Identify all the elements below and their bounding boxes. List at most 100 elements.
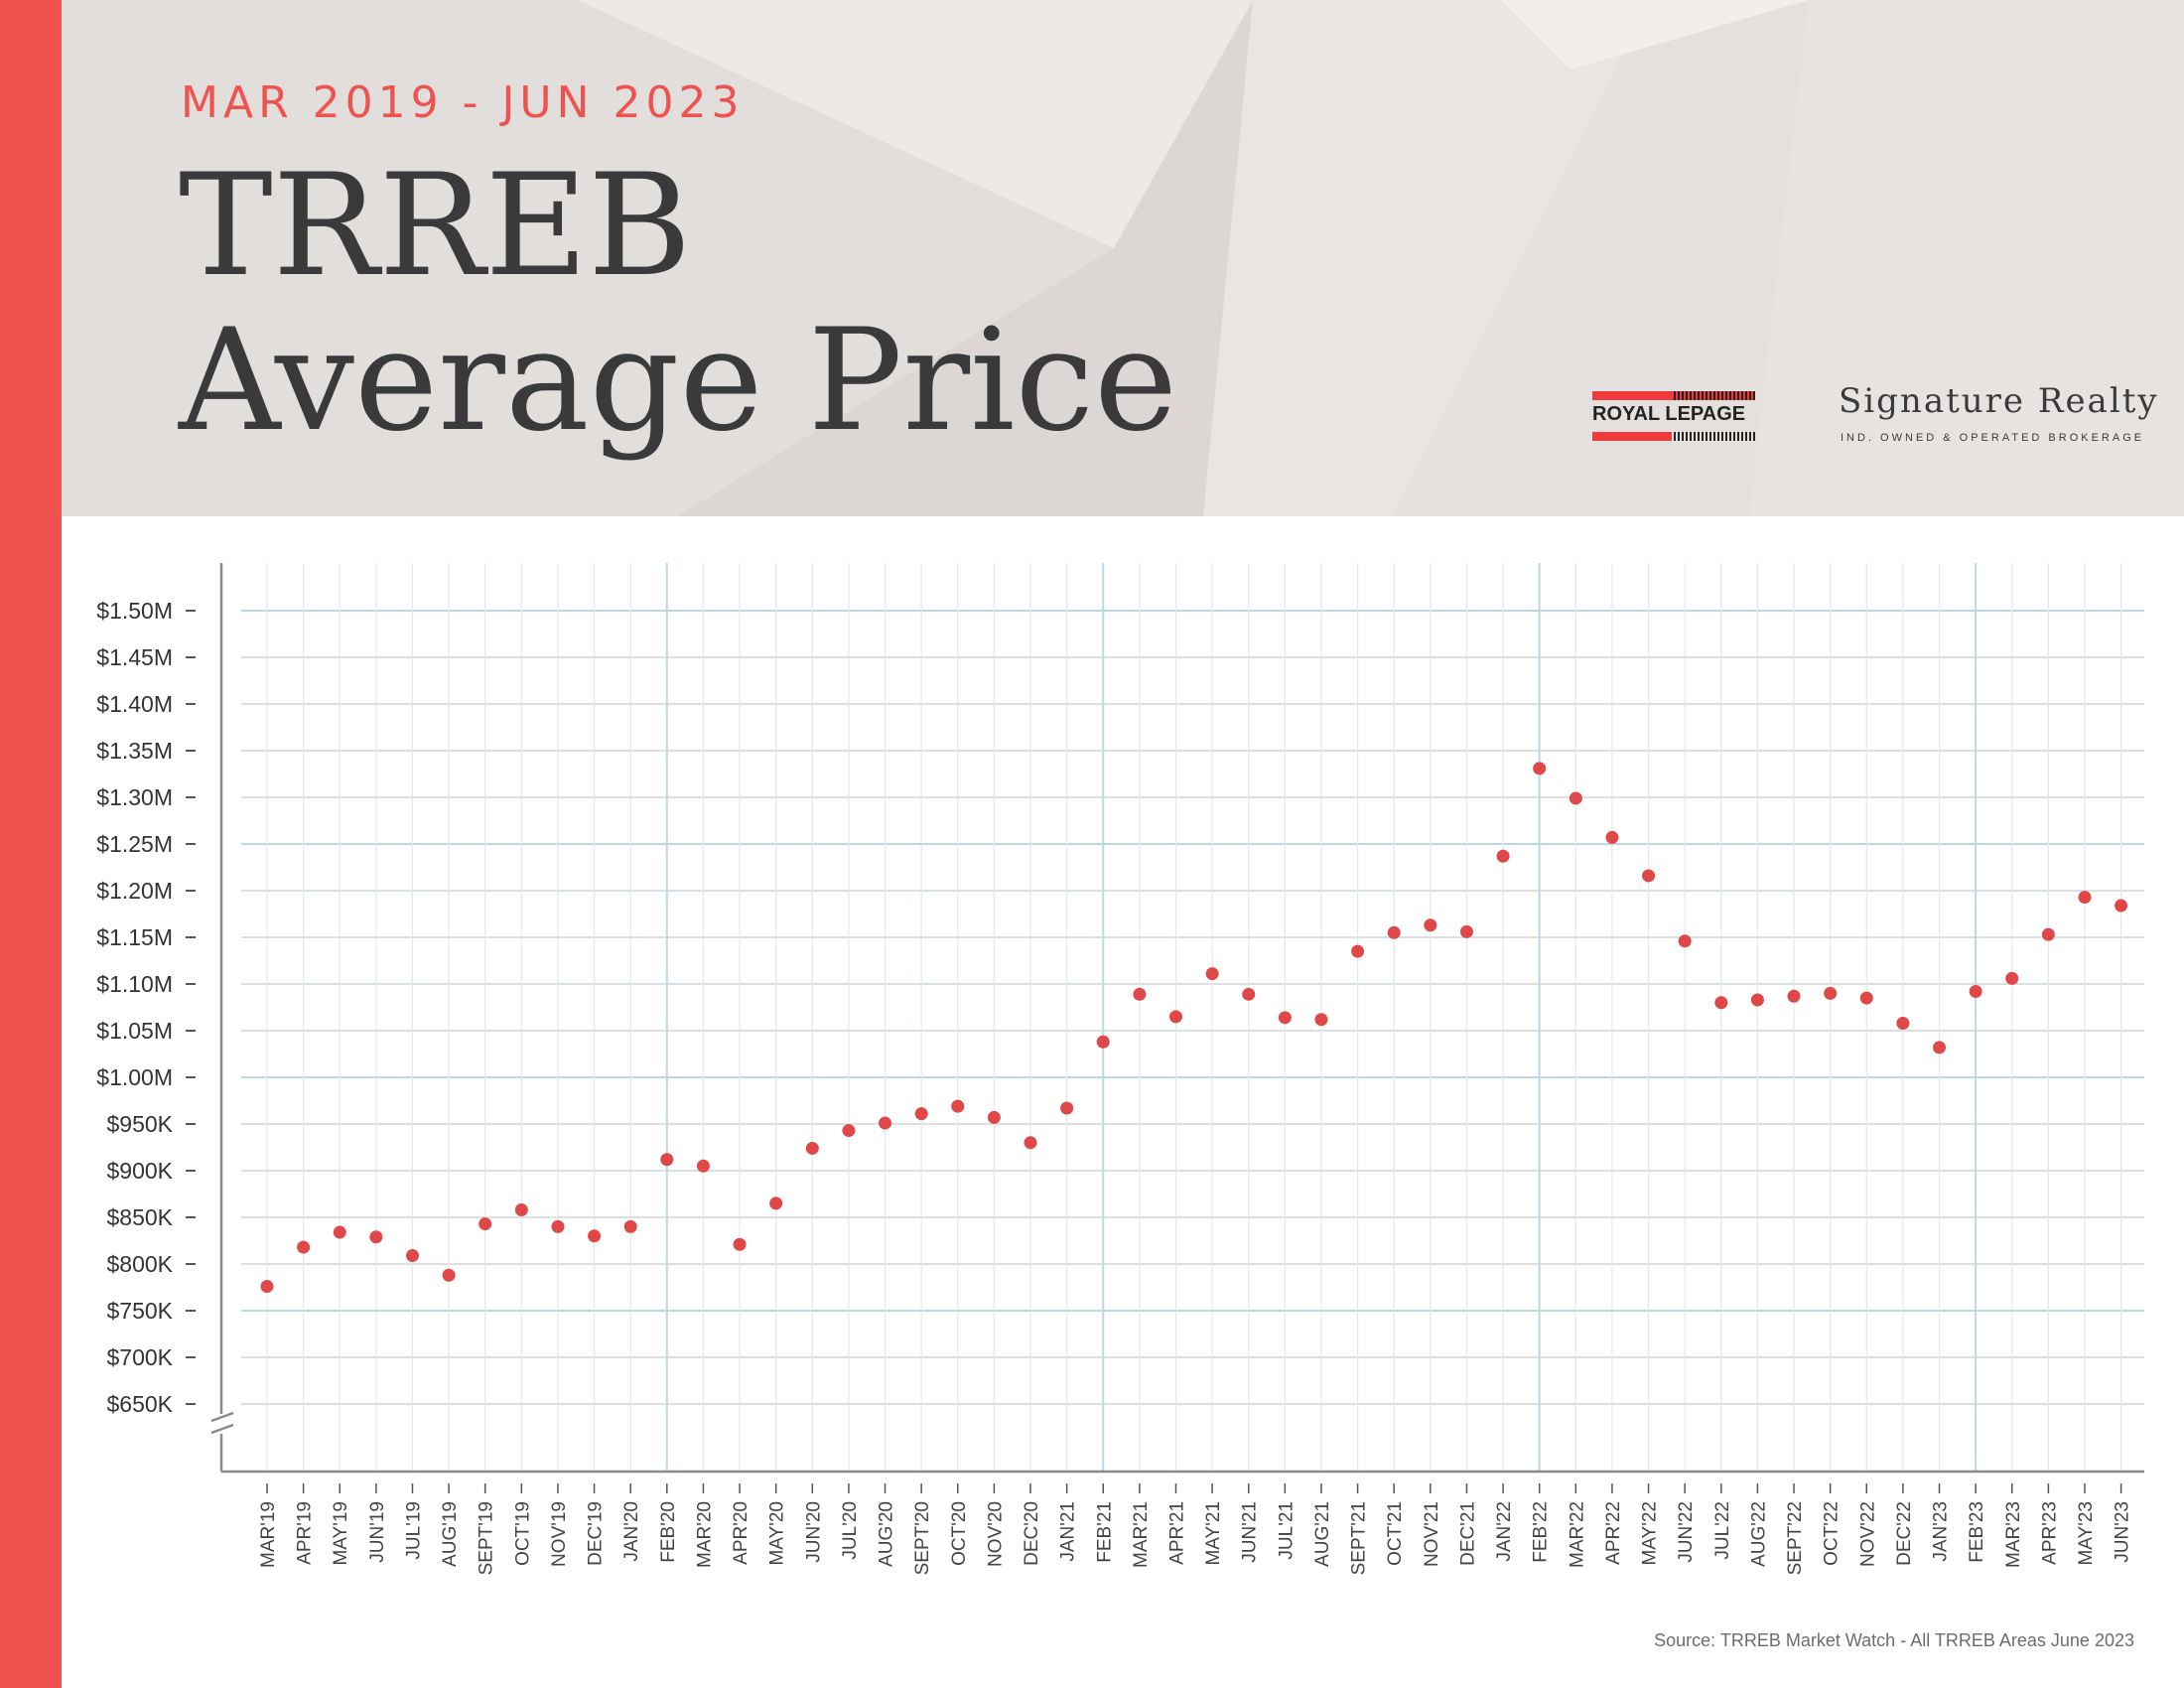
data-point [1387,925,1401,939]
x-tick-label: JAN'22 [1494,1501,1515,1562]
x-tick-label: SEPT'22 [1785,1501,1806,1575]
data-point [297,1240,311,1254]
y-tick-label: $900K [106,1158,173,1184]
x-tick-label: DEC'22 [1894,1501,1915,1566]
data-point [514,1202,528,1216]
data-point [987,1110,1001,1124]
data-point [1424,918,1437,932]
data-point [1096,1035,1110,1049]
data-point [1242,987,1256,1001]
x-tick-label: OCT'20 [949,1501,970,1566]
x-tick-label: SEPT'20 [912,1501,933,1575]
y-tick-label: $1.10M [96,971,173,997]
header-banner: MAR 2019 - JUN 2023 TRREB Average Price … [62,0,2184,516]
x-tick-label: DEC'21 [1457,1501,1478,1566]
accent-side-bar [0,0,62,1688]
y-tick-label: $750K [106,1298,173,1324]
data-point [1824,986,1838,1000]
data-point [1024,1136,1037,1150]
y-tick-label: $1.45M [96,644,173,670]
x-tick-label: MAY'23 [2076,1501,2097,1566]
data-point [1678,934,1692,948]
data-point [333,1225,346,1239]
data-point [1605,830,1619,844]
axis-break-mark [210,1423,234,1435]
x-tick-label: MAR'19 [258,1501,279,1568]
x-tick-label: AUG'21 [1312,1501,1333,1567]
x-tick-label: OCT'19 [512,1501,533,1566]
data-point [1133,987,1147,1001]
data-point [1859,991,1873,1005]
x-tick-label: NOV'20 [985,1501,1006,1567]
data-point [588,1229,602,1243]
data-point [1060,1101,1074,1115]
data-point [623,1219,637,1233]
x-tick-label: MAY'20 [767,1501,788,1566]
y-tick-label: $1.35M [96,738,173,764]
x-tick-label: APR'20 [731,1501,751,1565]
y-tick-label: $1.05M [96,1018,173,1044]
data-point [769,1196,783,1210]
x-tick-label: OCT'21 [1385,1501,1406,1566]
x-tick-label: JUL'19 [403,1501,424,1560]
x-tick-label: FEB'23 [1967,1501,1987,1563]
x-tick-label: MAY'22 [1640,1501,1661,1566]
data-point [914,1107,928,1121]
x-tick-label: FEB'20 [658,1501,679,1563]
x-tick-label: OCT'22 [1822,1501,1843,1566]
data-point [1933,1041,1947,1055]
x-tick-label: JAN'21 [1058,1501,1079,1562]
x-tick-label: FEB'21 [1094,1501,1115,1563]
y-tick-label: $1.25M [96,831,173,857]
x-tick-label: FEB'22 [1531,1501,1552,1563]
x-tick-label: JUN'23 [2113,1501,2133,1563]
y-tick-label: $650K [106,1391,173,1417]
x-tick-label: DEC'19 [586,1501,607,1566]
x-tick-label: APR'23 [2039,1501,2060,1565]
data-point [1714,996,1728,1010]
x-tick-label: MAY'21 [1203,1501,1224,1566]
data-point [696,1159,710,1173]
brand-subtitle: IND. OWNED & OPERATED BROKERAGE [1841,432,2145,444]
data-point [660,1153,674,1167]
x-tick-label: JAN'20 [621,1501,642,1562]
x-tick-label: MAR'20 [694,1501,715,1568]
data-point [805,1141,819,1155]
x-tick-label: MAR'22 [1567,1501,1587,1568]
royal-lepage-logo: ROYAL LEPAGE [1592,389,1755,445]
source-note: Source: TRREB Market Watch - All TRREB A… [1654,1630,2134,1650]
data-point [1750,993,1764,1007]
x-tick-label: JUN'20 [803,1501,824,1563]
title-line-1: TRREB [179,144,692,308]
x-tick-label: NOV'22 [1857,1501,1878,1567]
page-title: TRREB Average Price [179,149,1177,459]
x-tick-label: NOV'19 [549,1501,570,1567]
x-tick-label: AUG'20 [877,1501,897,1567]
data-point [1169,1010,1182,1024]
x-tick-label: DEC'20 [1022,1501,1042,1566]
data-point [1787,989,1801,1003]
y-tick-label: $850K [106,1204,173,1230]
data-point [551,1219,565,1233]
y-tick-label: $700K [106,1344,173,1370]
data-point [1351,944,1365,958]
data-point [1314,1013,1328,1027]
x-tick-label: NOV'21 [1422,1501,1442,1567]
x-tick-label: AUG'19 [440,1501,461,1567]
x-tick-label: JAN'23 [1931,1501,1952,1562]
y-tick-label: $1.40M [96,691,173,717]
y-tick-label: $1.30M [96,784,173,810]
x-tick-label: MAY'19 [331,1501,351,1566]
x-tick-label: JUL'21 [1276,1501,1297,1560]
data-point [2078,891,2092,905]
data-point [260,1280,274,1294]
data-point [879,1116,892,1130]
x-tick-label: APR'21 [1167,1501,1188,1565]
axis-break-mark [210,1411,234,1423]
x-tick-label: JUL'20 [840,1501,861,1560]
x-tick-label: APR'19 [295,1501,316,1565]
data-point [2041,927,2055,941]
x-tick-label: MAR'23 [2003,1501,2024,1568]
date-range: MAR 2019 - JUN 2023 [181,77,745,128]
